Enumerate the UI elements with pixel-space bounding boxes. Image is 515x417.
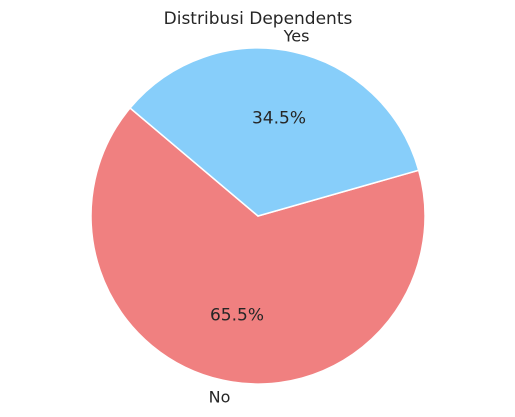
pie-labels: No 65.5% Yes 34.5% — [209, 26, 310, 406]
pie-slices — [90, 47, 426, 385]
slice-label-yes: Yes — [283, 26, 310, 45]
slice-percent-yes: 34.5% — [252, 108, 306, 128]
pie-slice-no — [90, 106, 426, 385]
pie-slice-yes — [129, 47, 420, 217]
slice-percent-no: 65.5% — [210, 306, 264, 326]
chart-title: Distribusi Dependents — [164, 9, 353, 29]
slice-label-no: No — [209, 388, 231, 407]
